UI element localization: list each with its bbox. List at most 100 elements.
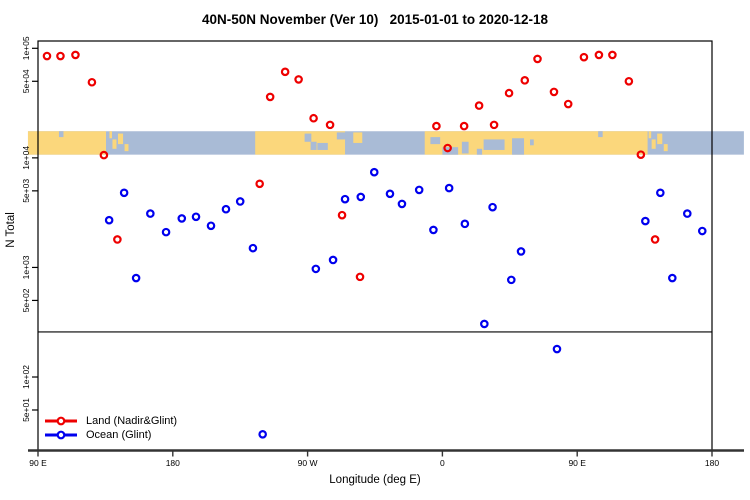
- ocean-data-point: [697, 226, 707, 236]
- ocean-data-point: [104, 215, 114, 225]
- x-tick-label: 0: [440, 458, 445, 468]
- map-band-water-patch: [430, 137, 441, 145]
- ocean-data-point: [191, 212, 201, 222]
- x-tick-label: 180: [166, 458, 180, 468]
- y-tick-label: 1e+04: [21, 146, 31, 170]
- map-band-island: [112, 139, 117, 149]
- ocean-data-point: [177, 214, 187, 223]
- ocean-data-point: [506, 275, 516, 285]
- land-data-point: [459, 121, 469, 131]
- map-band-island: [648, 131, 652, 139]
- legend-ocean-marker: [45, 430, 77, 440]
- land-data-point: [337, 210, 347, 220]
- land-data-point: [280, 67, 290, 77]
- y-tick-label: 1e+03: [21, 255, 31, 279]
- ocean-data-point: [340, 194, 350, 204]
- map-band-island: [117, 133, 124, 145]
- land-data-point: [432, 121, 441, 131]
- map-band-water-patch: [317, 142, 328, 150]
- legend-item-land: Land (Nadir&Glint): [44, 414, 177, 428]
- land-data-point: [113, 235, 122, 244]
- land-data-point: [636, 150, 646, 159]
- land-data-point: [624, 76, 634, 86]
- map-band-water-patch: [512, 138, 525, 155]
- ocean-data-point: [356, 192, 366, 202]
- land-data-point: [549, 87, 559, 97]
- map-band-water-patch: [598, 131, 603, 138]
- land-data-point: [309, 113, 318, 123]
- ocean-data-point: [641, 216, 650, 226]
- ocean-data-point: [258, 430, 267, 439]
- map-band-island: [353, 132, 363, 143]
- ocean-data-point: [206, 221, 216, 231]
- ocean-data-point: [119, 188, 129, 198]
- chart-title: 40N-50N November (Ver 10) 2015-01-01 to …: [202, 12, 548, 27]
- ocean-data-point: [460, 219, 470, 229]
- map-band-water-patch: [310, 141, 317, 150]
- ocean-data-point: [385, 189, 395, 199]
- ocean-data-point: [146, 209, 155, 218]
- land-data-point: [56, 51, 65, 61]
- x-tick-label: 180: [705, 458, 719, 468]
- ocean-data-point: [656, 188, 665, 198]
- ocean-data-point: [414, 185, 424, 195]
- y-tick-label: 5e+03: [21, 179, 31, 203]
- x-axis-title: Longitude (deg E): [329, 474, 421, 486]
- ocean-data-point: [444, 183, 454, 193]
- ocean-data-point: [369, 167, 379, 177]
- legend-item-ocean: Ocean (Glint): [44, 428, 177, 442]
- land-data-point: [533, 54, 542, 64]
- land-data-point: [443, 143, 452, 153]
- y-tick-label: 5e+02: [21, 288, 31, 312]
- ocean-data-point: [235, 197, 245, 206]
- map-band-water-patch: [476, 148, 483, 155]
- land-data-point: [579, 52, 589, 62]
- plot-box: [37, 40, 713, 452]
- map-band-water-patch: [336, 132, 346, 140]
- ocean-data-point: [248, 243, 258, 253]
- x-tick-label: 90 E: [568, 458, 586, 468]
- land-data-point: [474, 101, 484, 110]
- ocean-data-point: [552, 344, 562, 354]
- map-band-island: [663, 144, 668, 152]
- map-band-water-patch: [483, 139, 505, 150]
- legend-land-marker: [45, 416, 77, 426]
- y-tick-label: 1e+05: [21, 36, 31, 60]
- map-band-water-patch: [58, 131, 64, 138]
- ocean-data-point: [221, 204, 231, 214]
- land-data-point: [563, 99, 573, 109]
- land-data-point: [255, 179, 264, 189]
- x-tick-label: 90 E: [29, 458, 47, 468]
- map-band-land-segment: [27, 131, 106, 155]
- map-band-land-segment: [255, 131, 346, 155]
- map-band-island: [651, 139, 656, 149]
- legend-ocean-circle-icon: [56, 430, 66, 440]
- y-tick-label: 5e+04: [21, 69, 31, 93]
- legend-land-label: Land (Nadir&Glint): [86, 415, 178, 427]
- land-data-point: [325, 120, 335, 130]
- map-band-island: [657, 133, 663, 145]
- land-data-point: [294, 75, 303, 84]
- ocean-data-point: [311, 264, 321, 274]
- land-data-point: [594, 50, 604, 60]
- ocean-data-point: [161, 227, 171, 237]
- land-data-point: [265, 92, 275, 102]
- ocean-data-point: [328, 255, 338, 265]
- ocean-data-point: [429, 225, 438, 235]
- ocean-data-point: [397, 199, 407, 209]
- map-band-water-patch: [461, 141, 469, 154]
- y-axis-title: N Total: [5, 212, 17, 248]
- land-data-point: [650, 235, 660, 244]
- land-data-point: [504, 88, 514, 98]
- land-data-point: [87, 77, 97, 87]
- map-band-water-patch: [304, 133, 312, 142]
- y-tick-label: 1e+02: [21, 365, 31, 389]
- y-tick-label: 5e+01: [21, 398, 31, 422]
- map-band-island: [124, 144, 129, 152]
- ocean-data-point: [668, 273, 677, 283]
- ocean-data-point: [682, 209, 692, 218]
- ocean-data-point: [488, 202, 497, 212]
- land-data-point: [99, 150, 109, 160]
- map-band-water-patch: [530, 139, 534, 146]
